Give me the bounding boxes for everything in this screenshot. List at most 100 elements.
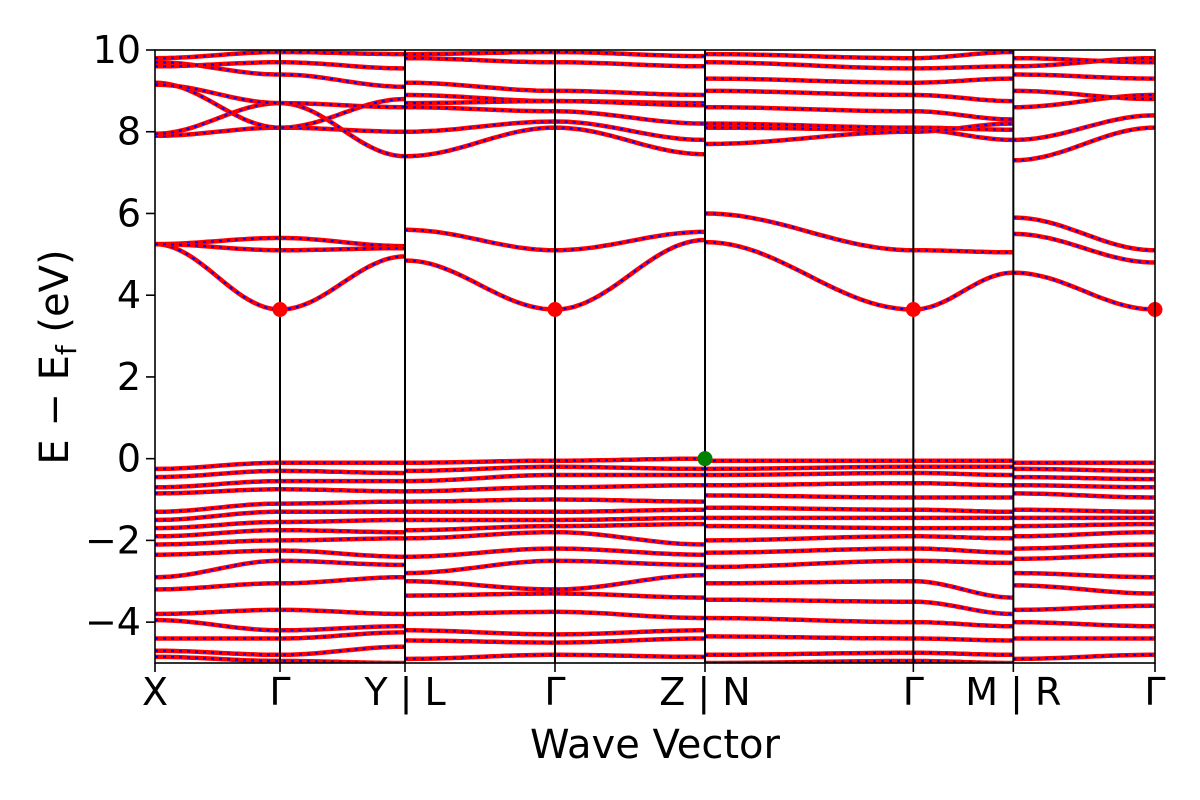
y-tick-label: −4	[85, 600, 141, 644]
band-line-dashed	[155, 631, 405, 640]
band-line-dashed	[155, 529, 405, 538]
plot-frame	[154, 49, 1156, 664]
band-line-dashed	[155, 126, 405, 137]
band-line-dashed	[155, 619, 405, 632]
band-line-dashed	[155, 488, 405, 495]
y-tick-label: −2	[85, 518, 141, 562]
y-tick-label: 6	[117, 191, 141, 235]
band-line-solid	[1013, 482, 1155, 490]
band-line-solid	[1013, 570, 1155, 580]
band-line-dashed	[1013, 114, 1155, 141]
x-tick-label: Y | L	[363, 670, 445, 715]
band-line-dashed	[405, 516, 705, 522]
band-line-dashed	[405, 629, 705, 636]
band-line-solid	[1013, 552, 1155, 562]
band-line-solid	[1013, 474, 1155, 482]
band-line-dashed	[405, 473, 705, 483]
band-line-dashed	[405, 100, 705, 107]
band-line-solid	[1013, 542, 1155, 551]
band-line-dashed	[404, 238, 706, 311]
band-line-dashed	[155, 469, 405, 479]
band-line-dashed	[155, 83, 405, 109]
y-tick-label: 4	[117, 273, 141, 317]
band-line-dashed	[405, 653, 705, 660]
y-axis-ticks: −4 −2 0 2 4 6 8 10	[85, 28, 155, 644]
band-line-solid	[1013, 55, 1155, 65]
x-tick-label: X	[142, 670, 168, 714]
band-line-dashed	[404, 484, 705, 493]
band-line-dashed	[155, 236, 406, 248]
vbm-marker	[697, 451, 713, 467]
band-line-dashed	[155, 576, 405, 591]
cbm-marker	[547, 302, 563, 318]
y-tick-label: 8	[117, 110, 141, 154]
y-axis-title-main: E − E	[32, 355, 78, 465]
band-line-dashed	[1013, 126, 1155, 162]
band-line-solid	[1013, 92, 1155, 110]
band-line-dashed	[405, 120, 706, 141]
band-line-solid	[705, 88, 1014, 104]
band-line-dashed	[405, 465, 705, 472]
y-axis-title-subscript: f	[50, 344, 83, 355]
band-line-solid	[1013, 652, 1155, 662]
band-line-dashed	[405, 50, 705, 58]
band-line-dashed	[155, 537, 405, 546]
x-tick-label: Z | N	[659, 670, 750, 715]
band-line-solid	[1013, 603, 1155, 613]
band-line-dashed	[404, 559, 705, 575]
band-line-dashed	[155, 243, 405, 252]
band-line-dashed	[405, 547, 705, 558]
band-line-dashed	[405, 610, 705, 620]
x-axis-ticks: X Γ Y | L Γ Z | N Γ M | R Γ	[142, 663, 1166, 715]
band-line-dashed	[405, 508, 705, 513]
band-line-dashed	[155, 61, 405, 70]
band-line-solid	[1013, 521, 1155, 529]
band-line-dashed	[404, 228, 705, 252]
band-line-dashed	[155, 645, 405, 656]
y-axis-title: E − Ef (eV)	[32, 249, 83, 464]
band-line-dashed	[155, 500, 405, 513]
band-line-solid	[1013, 491, 1155, 500]
band-line-dashed	[404, 457, 705, 464]
band-line-dashed	[405, 81, 706, 97]
band-line-solid	[1013, 466, 1155, 474]
y-axis-title-unit: (eV)	[32, 249, 78, 345]
x-tick-label: M | R	[965, 670, 1061, 715]
cbm-marker	[905, 302, 921, 318]
band-line-dashed	[405, 592, 705, 599]
band-line-solid	[1013, 619, 1155, 629]
x-tick-label: Γ	[544, 670, 565, 714]
band-line-dashed	[405, 106, 706, 125]
band-line-dashed	[405, 523, 705, 532]
band-line-dashed	[155, 608, 406, 616]
band-line-solid	[705, 104, 1014, 122]
band-line-dashed	[1013, 232, 1155, 264]
band-line-dashed	[405, 637, 705, 644]
band-line-solid	[704, 211, 1014, 255]
band-line-dashed	[155, 461, 405, 470]
band-line-solid	[1013, 72, 1155, 81]
x-tick-label: Γ	[1144, 670, 1165, 714]
band-line-dashed	[404, 531, 706, 546]
x-tick-label: Γ	[269, 670, 290, 714]
band-line-dashed	[155, 518, 405, 530]
band-line-dashed	[155, 559, 405, 579]
bands-layer	[155, 50, 1155, 663]
band-line-solid	[1013, 88, 1155, 102]
x-axis-title: Wave Vector	[530, 722, 781, 768]
y-tick-label: 10	[93, 28, 141, 72]
band-line-dashed	[405, 574, 706, 591]
band-line-dashed	[405, 57, 705, 68]
band-line-dashed	[155, 480, 405, 489]
band-line-dashed	[405, 498, 705, 503]
band-line-solid	[1013, 529, 1155, 539]
band-line-solid	[1013, 507, 1155, 515]
high-symmetry-lines	[279, 50, 1015, 663]
y-tick-label: 0	[117, 437, 141, 481]
band-line-solid	[1013, 583, 1155, 596]
band-line-dashed	[155, 510, 405, 522]
band-line-solid	[705, 579, 1014, 600]
cbm-marker	[272, 302, 288, 318]
band-line-dashed	[1013, 271, 1155, 311]
